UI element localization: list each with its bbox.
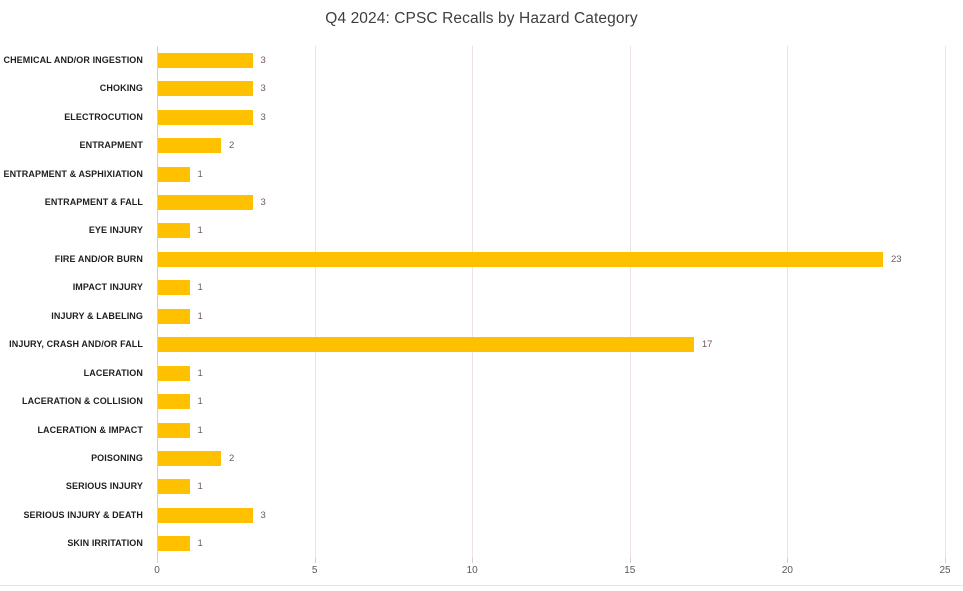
bar-value-label: 2 <box>229 140 235 152</box>
category-label: ELECTROCUTION <box>64 111 143 122</box>
category-label: LACERATION & COLLISION <box>21 396 143 407</box>
bar-value-label: 1 <box>197 481 203 493</box>
category-label: CHOKING <box>99 83 143 94</box>
x-tick-label: 15 <box>624 565 636 576</box>
axis-tick <box>945 558 946 563</box>
category-label: SERIOUS INJURY <box>65 481 143 492</box>
gridline <box>945 46 946 558</box>
axis-tick <box>472 558 474 563</box>
category-label: IMPACT INJURY <box>72 282 143 293</box>
bar-value-label: 2 <box>229 452 235 464</box>
category-label: POISONING <box>91 452 143 463</box>
category-axis: CHEMICAL AND/OR INGESTION CHOKING ELECTROC… <box>0 46 150 558</box>
bar-value-label: 1 <box>197 396 203 408</box>
axis-tick <box>629 558 631 563</box>
bar-value-label: 1 <box>197 538 203 550</box>
x-tick-label: 5 <box>311 565 318 576</box>
bar <box>158 450 222 466</box>
bar-value-label: 1 <box>197 168 203 180</box>
category-label: INJURY, CRASH AND/OR FALL <box>9 339 143 350</box>
x-axis: 0 5 10 15 20 25 <box>154 565 950 581</box>
bar-value-label: 3 <box>260 83 266 95</box>
category-label: CHEMICAL AND/OR INGESTION <box>3 54 143 65</box>
bar-value-label: 1 <box>197 310 203 322</box>
category-label: SKIN IRRITATION <box>67 538 143 549</box>
y-axis-line <box>157 46 158 558</box>
bar <box>158 109 253 125</box>
axis-tick <box>314 558 316 563</box>
gridline <box>314 46 316 558</box>
category-label: LACERATION & IMPACT <box>37 424 143 435</box>
gridline <box>787 46 789 558</box>
bar-value-label: 3 <box>260 54 266 66</box>
axis-tick <box>157 558 158 563</box>
axis-tick <box>787 558 789 563</box>
category-label: FIRE AND/OR BURN <box>54 253 143 264</box>
plot-area: 3 3 3 2 1 3 1 23 1 1 17 1 1 1 2 1 3 1 <box>157 46 946 563</box>
category-label: EYE INJURY <box>88 225 143 236</box>
category-label: ENTRAPMENT & FALL <box>44 196 143 207</box>
bar-value-label: 3 <box>260 111 266 123</box>
bar <box>158 251 883 267</box>
chart-title: Q4 2024: CPSC Recalls by Hazard Category <box>325 10 638 27</box>
bar <box>158 507 253 523</box>
x-tick-label: 20 <box>781 565 793 576</box>
bar <box>158 394 190 410</box>
bar <box>158 536 190 552</box>
gridline <box>629 46 631 558</box>
bar <box>158 422 190 438</box>
x-tick-label: 10 <box>466 565 478 576</box>
bar-value-label: 1 <box>197 367 203 379</box>
bar <box>158 166 190 182</box>
chart-bottom-border <box>0 585 963 586</box>
category-label: SERIOUS INJURY & DEATH <box>23 509 143 520</box>
bar <box>158 223 190 239</box>
gridline <box>472 46 474 558</box>
category-label: LACERATION <box>83 367 143 378</box>
bar-value-label: 1 <box>197 225 203 237</box>
bar <box>158 479 190 495</box>
bar <box>158 280 190 296</box>
bar <box>158 365 190 381</box>
bar <box>158 52 253 68</box>
bar <box>158 194 253 210</box>
x-tick-label: 25 <box>939 565 951 576</box>
bar-value-label: 3 <box>260 509 266 521</box>
bar-value-label: 1 <box>197 424 203 436</box>
bar-value-label: 23 <box>890 253 902 265</box>
category-label: INJURY & LABELING <box>51 310 143 321</box>
bar <box>158 81 253 97</box>
bar <box>158 337 694 353</box>
bar-value-label: 3 <box>260 196 266 208</box>
bar <box>158 308 190 324</box>
x-tick-label: 0 <box>154 565 160 576</box>
category-label: ENTRAPMENT <box>79 140 143 151</box>
bar-value-label: 1 <box>197 282 203 294</box>
bar-value-label: 17 <box>701 339 713 351</box>
bar <box>158 138 222 154</box>
category-label: ENTRAPMENT & ASPHIXIATION <box>3 168 143 179</box>
